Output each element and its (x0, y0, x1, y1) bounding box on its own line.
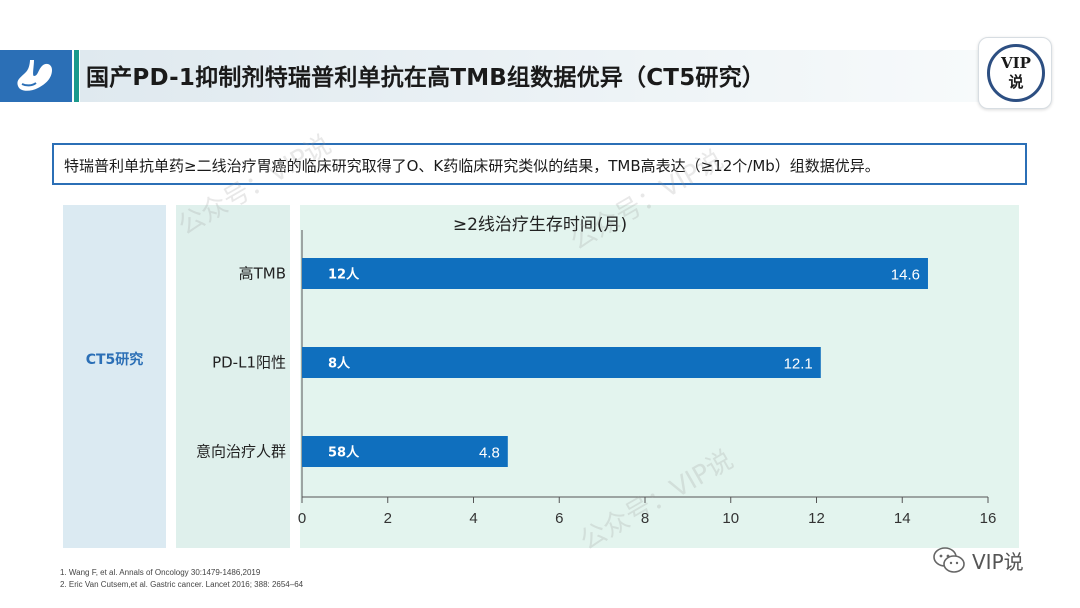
study-label: CT5研究 (85, 352, 144, 368)
x-tick-label: 16 (980, 510, 997, 527)
x-tick-label: 14 (894, 510, 911, 527)
stomach-icon (17, 60, 52, 91)
header-divider (74, 50, 79, 102)
chart-title: ≥2线治疗生存时间(月) (453, 215, 627, 235)
study-panel: CT5研究 (63, 205, 166, 548)
bar (302, 436, 508, 467)
sample-size-label: 12人 (328, 267, 360, 283)
x-tick-label: 8 (641, 510, 649, 527)
reference-1: 1. Wang F, et al. Annals of Oncology 30:… (60, 568, 261, 577)
sample-size-label: 58人 (328, 445, 360, 461)
category-label: PD-L1阳性 (212, 354, 286, 372)
x-tick-label: 10 (722, 510, 739, 527)
sample-size-label: 8人 (328, 356, 351, 372)
summary-text: 特瑞普利单抗单药≥二线治疗胃癌的临床研究取得了O、K药临床研究类似的结果，TMB… (64, 157, 880, 175)
x-tick-label: 2 (384, 510, 392, 527)
value-label: 12.1 (784, 356, 813, 373)
vip-badge-line2: 说 (1008, 73, 1024, 91)
vip-badge-circle: VIP 说 (987, 44, 1045, 102)
x-tick-label: 0 (298, 510, 306, 527)
chat-bubbles-icon (933, 547, 965, 573)
page-title: 国产PD-1抑制剂特瑞普利单抗在高TMB组数据优异（CT5研究） (86, 65, 766, 91)
category-label: 意向治疗人群 (196, 443, 286, 461)
bar (302, 258, 928, 289)
brand-text: VIP说 (972, 549, 1024, 574)
value-label: 4.8 (479, 445, 500, 462)
chart-marks: 0 2 4 6 8 10 12 14 16 高TMB 12人 14.6 PD-L1阳性 8人 12.1 意向治… (196, 230, 996, 527)
x-tick-label: 4 (469, 510, 477, 527)
groups-panel (176, 205, 290, 548)
x-tick-label: 6 (555, 510, 563, 527)
vip-badge: VIP 说 (978, 37, 1052, 109)
reference-2: 2. Eric Van Cutsem,et al. Gastric cancer… (60, 580, 304, 589)
summary-box: 特瑞普利单抗单药≥二线治疗胃癌的临床研究取得了O、K药临床研究类似的结果，TMB… (52, 143, 1027, 185)
header-band (80, 50, 980, 102)
category-label: 高TMB (239, 265, 286, 283)
vip-badge-line1: VIP (1001, 54, 1031, 72)
brand-mark: VIP说 (932, 545, 1024, 575)
value-label: 14.6 (891, 267, 920, 284)
x-tick-label: 12 (808, 510, 825, 527)
bar (302, 347, 821, 378)
